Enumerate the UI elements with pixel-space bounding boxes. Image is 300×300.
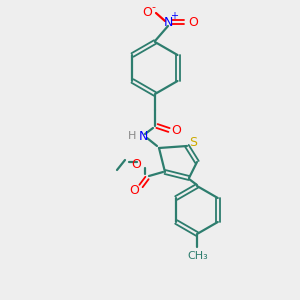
Text: CH₃: CH₃ (188, 251, 208, 261)
Text: N: N (138, 130, 148, 142)
Text: S: S (189, 136, 197, 149)
Text: -: - (151, 2, 155, 12)
Text: +: + (170, 11, 178, 21)
Text: H: H (128, 131, 136, 141)
Text: O: O (131, 158, 141, 170)
Text: O: O (171, 124, 181, 136)
Text: O: O (129, 184, 139, 196)
Text: O: O (142, 7, 152, 20)
Text: O: O (188, 16, 198, 28)
Text: N: N (163, 16, 173, 28)
